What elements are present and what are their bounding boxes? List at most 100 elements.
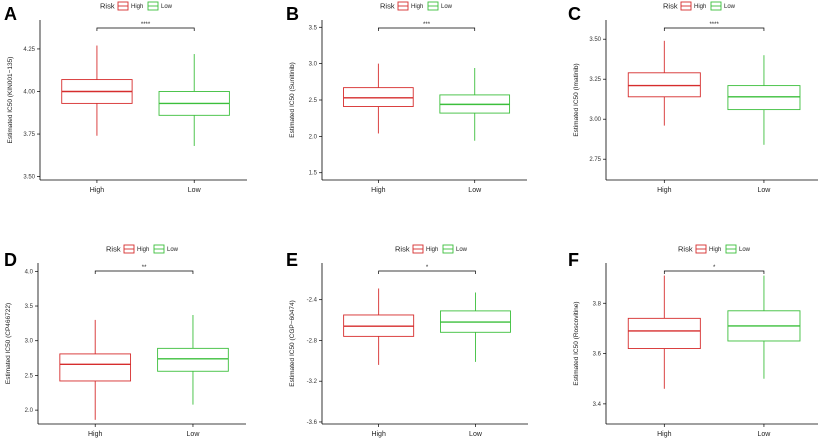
box-high <box>343 63 414 134</box>
y-tick-label: 3.0 <box>25 339 34 345</box>
box-low <box>158 54 230 146</box>
y-tick-label: 3.5 <box>25 304 34 310</box>
legend-key-high: High <box>412 244 438 254</box>
significance-bracket: *** <box>378 22 476 31</box>
x-tick-label: Low <box>469 431 483 438</box>
bracket-line <box>94 270 194 274</box>
legend-label: High <box>694 4 706 10</box>
x-tick-label: Low <box>758 187 772 194</box>
iqr-box <box>157 347 229 372</box>
legend-label: High <box>426 247 438 253</box>
legend-label: Low <box>441 4 453 10</box>
legend-label: Low <box>739 247 751 253</box>
y-tick-label: -2.4 <box>307 298 318 304</box>
legend-key-low: Low <box>153 244 179 254</box>
legend-key-high: High <box>695 244 721 254</box>
significance-label: **** <box>141 22 151 28</box>
legend-key-high: High <box>680 1 706 11</box>
panel-letter: C <box>568 4 581 24</box>
y-tick-label: 4.25 <box>23 47 35 53</box>
panel-letter: A <box>4 4 17 24</box>
x-tick-label: Low <box>188 187 202 194</box>
legend-key-high: High <box>123 244 149 254</box>
legend-title: Risk <box>395 245 410 254</box>
panel-letter: E <box>286 250 298 270</box>
y-tick-label: -3.2 <box>307 379 318 385</box>
significance-label: * <box>713 265 716 271</box>
x-tick-label: Low <box>187 431 201 438</box>
iqr-box <box>343 87 414 107</box>
y-tick-label: 3.4 <box>593 402 602 408</box>
legend-title: Risk <box>663 2 678 11</box>
y-tick-label: 2.0 <box>25 408 34 414</box>
legend: Risk High Low <box>380 2 453 11</box>
iqr-box <box>727 85 801 111</box>
significance-bracket: ** <box>94 265 194 274</box>
y-tick-label: 3.8 <box>593 301 602 307</box>
bracket-line <box>96 27 195 31</box>
box-low <box>439 68 511 141</box>
panel-d: D Risk High Low 2.0 2.5 3.0 3.5 4.0 Estimated IC5… <box>4 245 246 438</box>
y-tick-label: 3.50 <box>23 175 35 181</box>
y-tick-label: 3.6 <box>593 352 602 358</box>
significance-label: **** <box>709 22 719 28</box>
bracket-line <box>378 27 476 31</box>
legend-title: Risk <box>678 245 693 254</box>
x-tick-label: High <box>371 187 386 194</box>
legend: Risk High Low <box>100 2 173 11</box>
y-tick-label: 4.00 <box>23 89 35 95</box>
box-high <box>59 319 132 420</box>
y-tick-label: 4.0 <box>25 269 34 275</box>
y-tick-label: 2.5 <box>25 373 34 379</box>
y-axis-label: Estimated IC50 (Imatinib) <box>573 63 580 136</box>
x-tick-label: Low <box>758 431 772 438</box>
y-tick-label: 3.75 <box>23 132 35 138</box>
x-tick-label: High <box>371 431 386 438</box>
y-axis-label: Estimated IC50 (KIN001−135) <box>7 57 14 144</box>
x-tick-label: High <box>88 431 103 438</box>
significance-bracket: **** <box>663 22 765 31</box>
significance-bracket: * <box>663 265 765 274</box>
panel-b: B Risk High Low 1.5 2.0 2.5 3.0 3.5 Estimated IC5… <box>286 2 527 194</box>
y-axis-label: Estimated IC50 (CP466722) <box>5 303 12 384</box>
legend-title: Risk <box>380 2 395 11</box>
legend-key-low: Low <box>710 1 736 11</box>
box-low <box>727 275 801 379</box>
legend-label: Low <box>456 247 468 253</box>
x-tick-label: Low <box>468 187 482 194</box>
legend-label: High <box>411 4 423 10</box>
legend-label: Low <box>724 4 736 10</box>
iqr-box <box>627 72 701 98</box>
x-tick-label: High <box>657 187 672 194</box>
legend-label: Low <box>167 247 179 253</box>
legend-key-low: Low <box>427 1 453 11</box>
panel-c: C Risk High Low 2.75 3.00 3.25 3.50 Estimated IC… <box>568 2 818 194</box>
box-low <box>727 55 801 145</box>
legend: Risk High Low <box>678 245 751 254</box>
box-low <box>157 315 229 405</box>
iqr-box <box>627 317 701 349</box>
legend-key-low: Low <box>725 244 751 254</box>
y-tick-label: 3.25 <box>589 77 601 83</box>
significance-bracket: **** <box>96 22 195 31</box>
legend-title: Risk <box>106 245 121 254</box>
panel-letter: D <box>4 250 17 270</box>
box-high <box>61 45 133 136</box>
y-tick-label: -3.6 <box>307 420 318 426</box>
bracket-line <box>663 270 765 274</box>
x-tick-label: High <box>90 187 105 194</box>
iqr-box <box>59 353 132 382</box>
legend-label: High <box>131 4 143 10</box>
legend-label: High <box>709 247 721 253</box>
y-axis-label: Estimated IC50 (CGP−60474) <box>289 300 296 387</box>
box-high <box>343 288 415 365</box>
y-tick-label: 3.5 <box>309 25 318 31</box>
legend: Risk High Low <box>395 245 468 254</box>
legend: Risk High Low <box>663 2 736 11</box>
panel-letter: F <box>568 250 579 270</box>
y-tick-label: 2.75 <box>589 157 601 163</box>
legend-key-high: High <box>397 1 423 11</box>
legend-label: Low <box>161 4 173 10</box>
bracket-line <box>663 27 765 31</box>
legend: Risk High Low <box>106 245 179 254</box>
